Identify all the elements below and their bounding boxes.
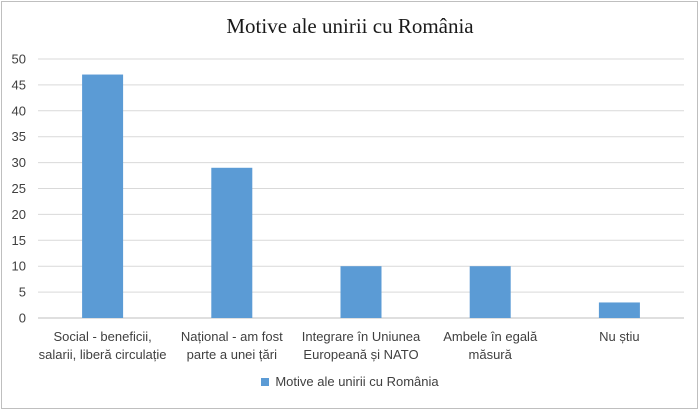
chart-title: Motive ale unirii cu România: [226, 14, 474, 38]
x-category-label: Integrare în Uniunea Europeană și NATO: [302, 329, 421, 362]
y-tick-label: 40: [12, 103, 26, 118]
x-category-label: Nu știu: [599, 329, 639, 344]
y-tick-label: 5: [19, 285, 26, 300]
y-tick-label: 0: [19, 311, 26, 326]
legend-label: Motive ale unirii cu România: [275, 374, 439, 389]
bar: [211, 167, 253, 318]
x-category-label-line: Nu știu: [599, 329, 639, 344]
x-category-label-line: Ambele în egală: [443, 329, 538, 344]
x-axis-categories: Social - beneficii, salarii, liberă circu…: [39, 329, 640, 362]
x-category-label-line: Europeană și NATO: [303, 347, 418, 362]
y-tick-label: 10: [12, 259, 26, 274]
y-tick-label: 50: [12, 52, 26, 67]
x-category-label-line: Social - beneficii,: [53, 329, 151, 344]
x-category-label: Ambele în egală măsură: [443, 329, 538, 362]
y-axis-ticks: 0 5 10 15 20 25 30 35 40 45 50: [12, 52, 26, 326]
y-tick-label: 45: [12, 77, 26, 92]
bar: [82, 74, 124, 318]
y-tick-label: 20: [12, 207, 26, 222]
x-category-label-line: salarii, liberă circulație: [39, 347, 167, 362]
bar: [340, 266, 382, 318]
x-category-label-line: măsură: [469, 347, 513, 362]
bar: [598, 302, 640, 318]
x-category-label: Național - am fost parte a unei țări: [181, 329, 283, 362]
gridlines: [38, 58, 684, 319]
y-tick-label: 25: [12, 181, 26, 196]
x-category-label-line: parte a unei țări: [187, 347, 277, 362]
bar: [469, 266, 511, 318]
x-category-label-line: Integrare în Uniunea: [302, 329, 421, 344]
x-category-label-line: Național - am fost: [181, 329, 283, 344]
x-category-label: Social - beneficii, salarii, liberă circu…: [39, 329, 167, 362]
legend: Motive ale unirii cu România: [0, 374, 700, 389]
legend-swatch: [261, 378, 270, 386]
y-tick-label: 15: [12, 233, 26, 248]
y-tick-label: 35: [12, 129, 26, 144]
bars: [82, 74, 640, 318]
y-tick-label: 30: [12, 155, 26, 170]
